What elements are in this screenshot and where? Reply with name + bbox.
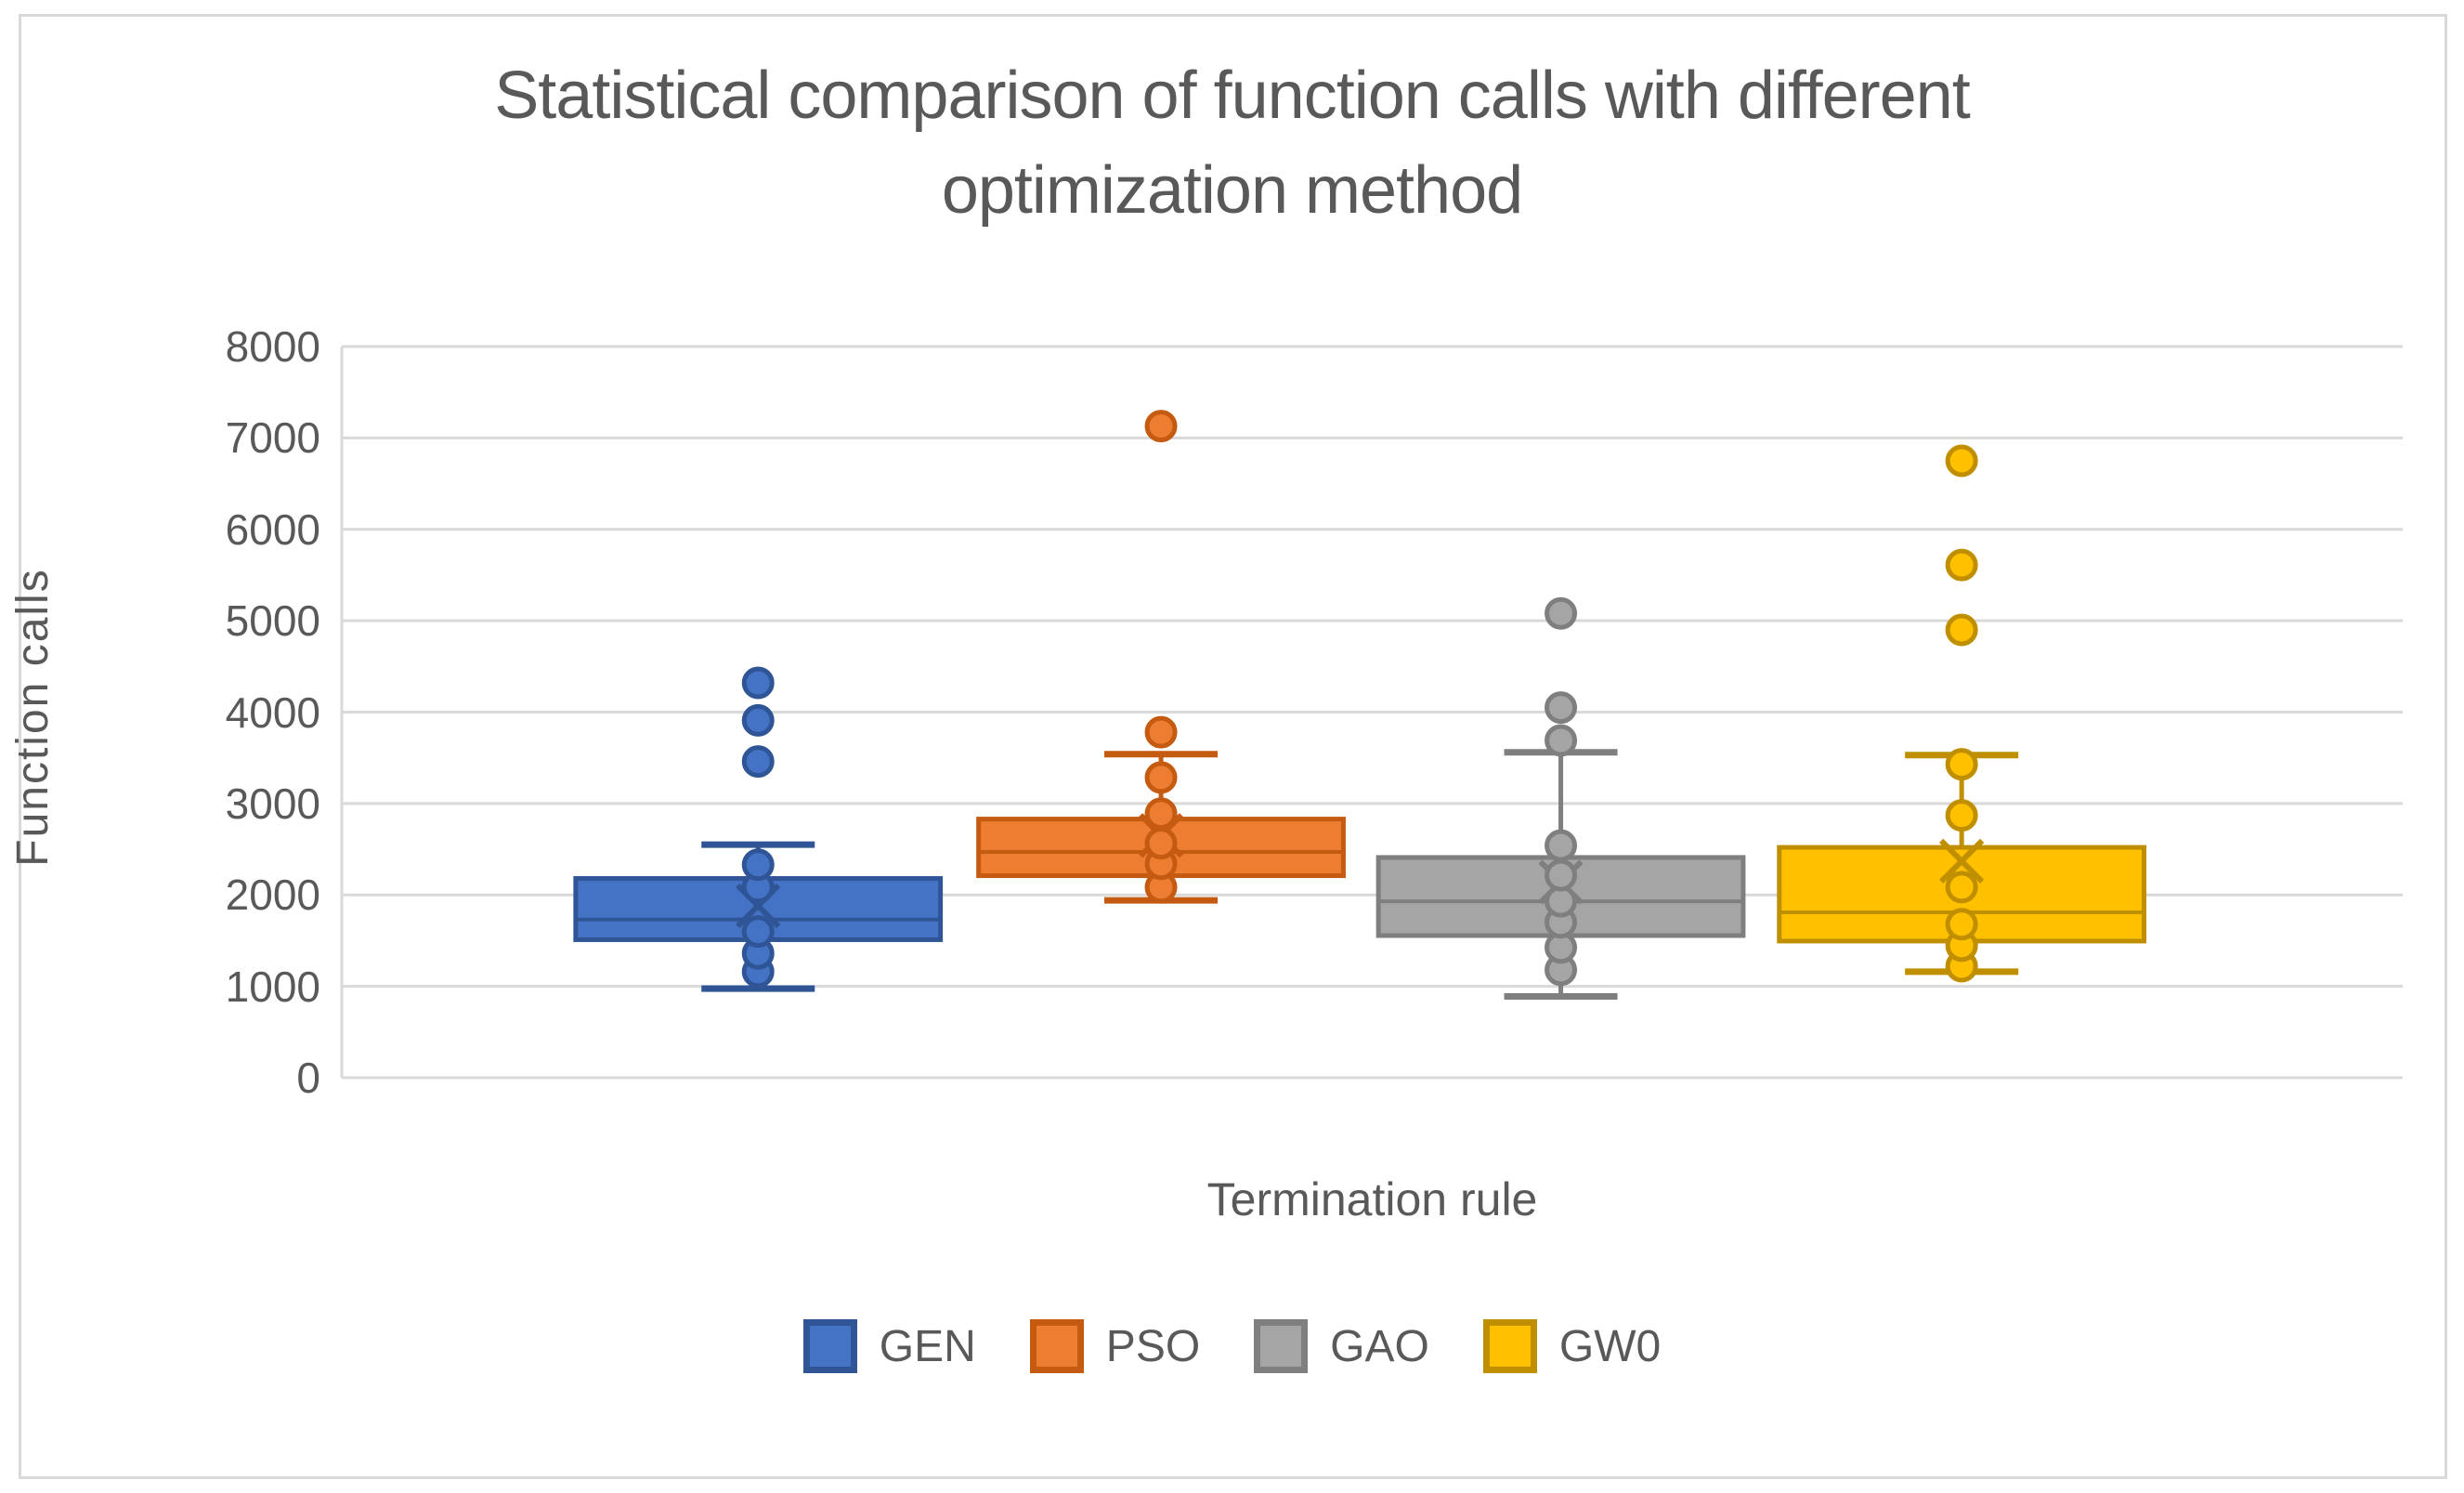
data-point-gao — [1545, 829, 1578, 862]
chart-title: Statistical comparison of function calls… — [0, 48, 2464, 238]
pso-swatch-icon — [1029, 1319, 1084, 1373]
outlier-point-gen — [741, 703, 775, 737]
data-point-pso — [1144, 761, 1178, 794]
data-point-gao — [1545, 884, 1578, 918]
y-tick-label: 4000 — [225, 688, 320, 737]
mean-x-marker-gw0 — [1939, 838, 1985, 884]
legend-label-gw0: GW0 — [1558, 1321, 1662, 1371]
outlier-point-gw0 — [1945, 613, 1978, 647]
outlier-point-pso — [1144, 410, 1178, 443]
legend-item-gen: GEN — [802, 1319, 976, 1373]
y-tick-label: 7000 — [225, 413, 320, 463]
x-axis-title: Termination rule — [1206, 1173, 1538, 1225]
data-point-pso — [1144, 797, 1178, 831]
data-point-gw0 — [1945, 908, 1978, 941]
gen-swatch-icon — [802, 1319, 857, 1373]
data-point-gen — [741, 848, 775, 882]
y-tick-label: 0 — [296, 1054, 320, 1102]
outlier-point-gw0 — [1945, 548, 1978, 582]
y-tick-label: 3000 — [225, 779, 320, 828]
chart-title-line1: Statistical comparison of function calls… — [494, 59, 1970, 133]
outlier-point-gen — [741, 745, 775, 779]
data-point-pso — [1144, 827, 1178, 860]
legend-label-pso: PSO — [1105, 1321, 1201, 1371]
legend-label-gen: GEN — [879, 1321, 976, 1371]
outlier-point-gen — [741, 666, 775, 700]
y-axis-title: Function calls — [8, 568, 58, 867]
chart-frame-border — [19, 14, 2447, 1479]
data-point-gao — [1545, 724, 1578, 757]
chart-title-line2: optimization method — [941, 153, 1523, 229]
gao-swatch-icon — [1254, 1319, 1309, 1373]
outlier-point-gao — [1545, 596, 1578, 630]
y-tick-label: 2000 — [225, 871, 320, 920]
data-point-gw0 — [1945, 748, 1978, 781]
data-point-gw0 — [1945, 799, 1978, 832]
y-tick-label: 6000 — [225, 504, 320, 554]
data-point-gao — [1545, 858, 1578, 892]
legend: GEN PSO GAO GW0 — [0, 1319, 2464, 1373]
legend-item-pso: PSO — [1029, 1319, 1201, 1373]
outlier-point-gw0 — [1945, 444, 1978, 478]
legend-label-gao: GAO — [1330, 1321, 1429, 1371]
data-point-gen — [741, 915, 775, 949]
y-tick-label: 5000 — [225, 596, 320, 646]
legend-item-gw0: GW0 — [1482, 1319, 1662, 1373]
outlier-point-gao — [1545, 691, 1578, 725]
legend-item-gao: GAO — [1254, 1319, 1429, 1373]
data-point-gw0 — [1945, 871, 1978, 904]
y-tick-label: 8000 — [225, 322, 320, 371]
gw0-swatch-icon — [1482, 1319, 1537, 1373]
data-point-pso — [1144, 715, 1178, 749]
y-tick-label: 1000 — [225, 962, 320, 1011]
